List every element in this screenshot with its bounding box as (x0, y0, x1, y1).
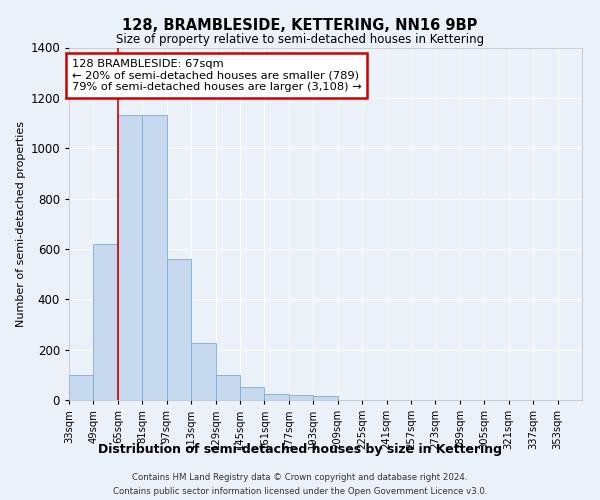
Bar (191, 344, 215, 400)
Bar (167, 259, 191, 400)
Text: 128, BRAMBLESIDE, KETTERING, NN16 9BP: 128, BRAMBLESIDE, KETTERING, NN16 9BP (122, 18, 478, 32)
Bar (215, 375, 240, 400)
Bar (265, 394, 289, 400)
Bar (142, 116, 167, 400)
Bar (118, 116, 142, 400)
Y-axis label: Number of semi-detached properties: Number of semi-detached properties (16, 120, 26, 327)
Bar (313, 396, 338, 400)
Text: Contains public sector information licensed under the Open Government Licence v3: Contains public sector information licen… (113, 488, 487, 496)
Text: Size of property relative to semi-detached houses in Kettering: Size of property relative to semi-detach… (116, 32, 484, 46)
Bar (240, 388, 265, 400)
Bar (69, 375, 94, 400)
Text: Contains HM Land Registry data © Crown copyright and database right 2024.: Contains HM Land Registry data © Crown c… (132, 472, 468, 482)
Text: 128 BRAMBLESIDE: 67sqm
← 20% of semi-detached houses are smaller (789)
79% of se: 128 BRAMBLESIDE: 67sqm ← 20% of semi-det… (72, 59, 362, 92)
Text: Distribution of semi-detached houses by size in Kettering: Distribution of semi-detached houses by … (98, 442, 502, 456)
Bar (289, 395, 313, 400)
Bar (94, 244, 118, 400)
